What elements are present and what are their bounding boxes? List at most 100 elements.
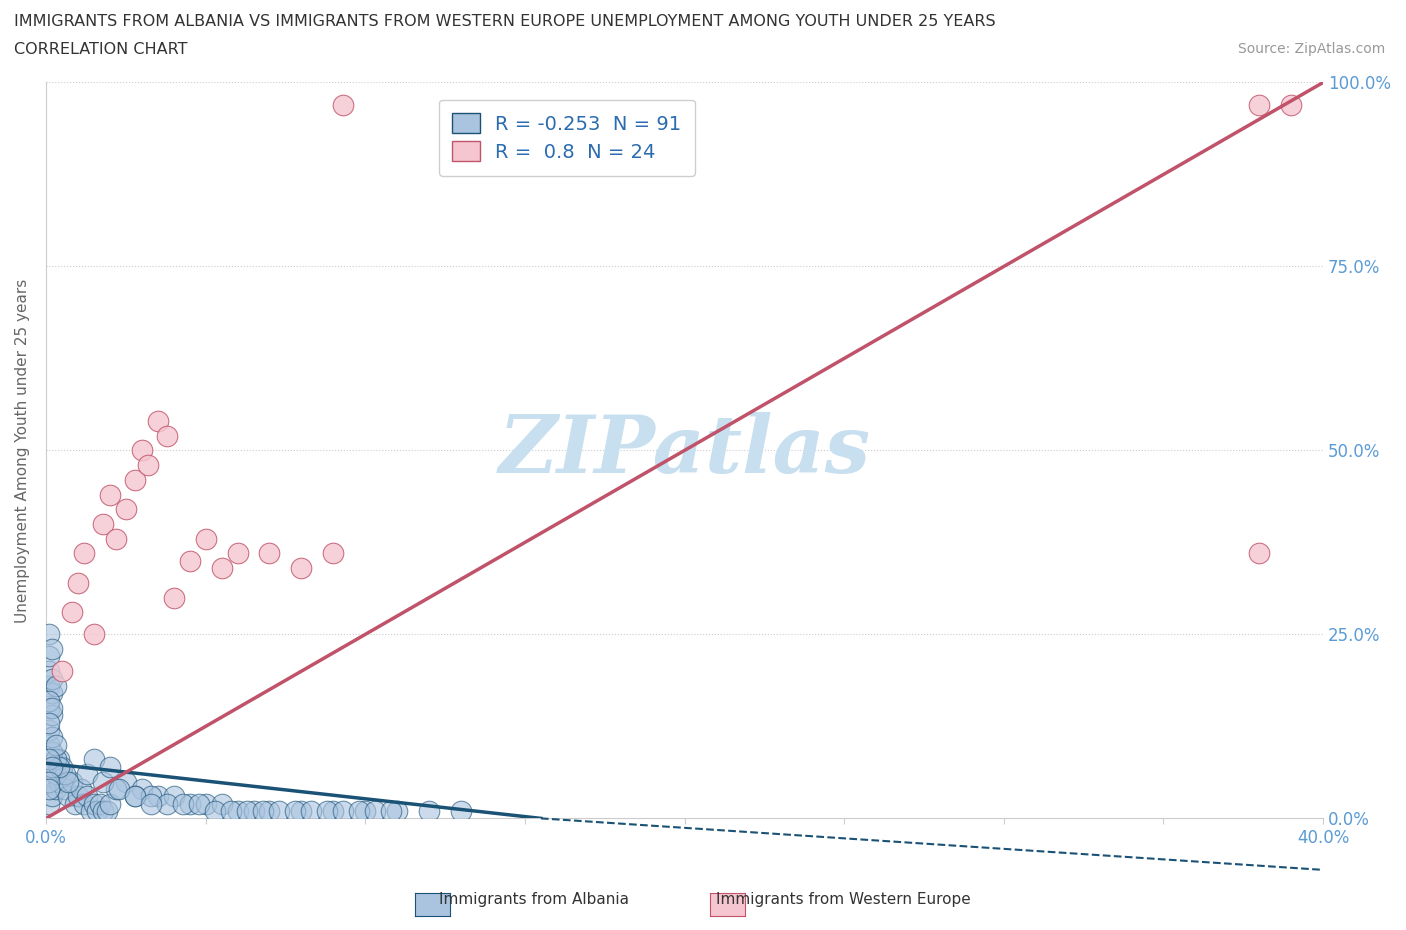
Point: [1249, 97, 1271, 112]
Point: [163, 591, 186, 605]
Point: [108, 781, 131, 796]
Point: [114, 502, 136, 517]
Point: [41, 760, 63, 775]
Point: [385, 804, 408, 818]
Point: [236, 804, 259, 818]
Point: [79, 804, 101, 818]
Point: [93, 516, 115, 531]
Point: [98, 760, 121, 775]
Point: [48, 760, 70, 775]
Point: [58, 789, 80, 804]
Point: [38, 700, 60, 715]
Point: [332, 804, 354, 818]
Point: [114, 774, 136, 789]
Point: [41, 642, 63, 657]
Point: [98, 796, 121, 811]
Point: [45, 781, 67, 796]
Point: [347, 804, 370, 818]
Point: [45, 766, 67, 781]
Point: [267, 804, 290, 818]
Text: ZIPatlas: ZIPatlas: [499, 412, 870, 489]
Point: [290, 561, 312, 576]
Point: [83, 627, 105, 642]
Text: Immigrants from Albania: Immigrants from Albania: [439, 892, 630, 907]
Point: [211, 561, 233, 576]
Point: [124, 789, 146, 804]
Point: [194, 531, 217, 546]
Text: Immigrants from Western Europe: Immigrants from Western Europe: [716, 892, 972, 907]
Point: [146, 789, 169, 804]
Point: [163, 789, 186, 804]
Point: [131, 781, 153, 796]
Point: [179, 553, 201, 568]
Point: [73, 796, 96, 811]
Point: [322, 546, 344, 561]
Point: [38, 781, 60, 796]
Point: [450, 804, 472, 818]
Point: [259, 546, 281, 561]
Point: [242, 804, 264, 818]
Point: [131, 443, 153, 458]
Point: [38, 796, 60, 811]
Point: [322, 804, 344, 818]
Point: [290, 804, 312, 818]
Point: [188, 796, 211, 811]
Point: [41, 730, 63, 745]
Point: [136, 458, 159, 472]
Point: [41, 708, 63, 723]
Point: [38, 627, 60, 642]
Point: [156, 796, 179, 811]
Point: [98, 487, 121, 502]
Point: [226, 804, 249, 818]
Point: [259, 804, 281, 818]
Point: [76, 789, 98, 804]
Point: [226, 546, 249, 561]
Point: [179, 796, 201, 811]
Point: [204, 804, 226, 818]
Point: [38, 774, 60, 789]
Point: [70, 781, 93, 796]
Point: [51, 664, 73, 679]
Point: [354, 804, 377, 818]
Point: [316, 804, 339, 818]
Point: [58, 774, 80, 789]
Point: [45, 752, 67, 767]
Point: [60, 774, 83, 789]
Point: [1249, 546, 1271, 561]
Point: [60, 604, 83, 619]
Text: IMMIGRANTS FROM ALBANIA VS IMMIGRANTS FROM WESTERN EUROPE UNEMPLOYMENT AMONG YOU: IMMIGRANTS FROM ALBANIA VS IMMIGRANTS FR…: [14, 14, 995, 29]
Point: [89, 796, 111, 811]
Legend: R = -0.253  N = 91, R =  0.8  N = 24: R = -0.253 N = 91, R = 0.8 N = 24: [439, 100, 695, 176]
Point: [66, 789, 89, 804]
Point: [41, 685, 63, 700]
Point: [1279, 97, 1302, 112]
Text: Source: ZipAtlas.com: Source: ZipAtlas.com: [1237, 42, 1385, 56]
Text: CORRELATION CHART: CORRELATION CHART: [14, 42, 187, 57]
Point: [156, 428, 179, 443]
Point: [146, 414, 169, 429]
Point: [76, 766, 98, 781]
Point: [93, 774, 115, 789]
Point: [93, 804, 115, 818]
Point: [252, 804, 274, 818]
Point: [45, 737, 67, 752]
Point: [86, 804, 108, 818]
Point: [172, 796, 194, 811]
Point: [51, 766, 73, 781]
Point: [105, 531, 128, 546]
Point: [41, 760, 63, 775]
Point: [284, 804, 307, 818]
Point: [332, 97, 354, 112]
Point: [53, 766, 76, 781]
Point: [45, 679, 67, 694]
Point: [96, 804, 118, 818]
Point: [380, 804, 402, 818]
Point: [41, 700, 63, 715]
Point: [53, 781, 76, 796]
Y-axis label: Unemployment Among Youth under 25 years: Unemployment Among Youth under 25 years: [15, 278, 30, 622]
Point: [51, 760, 73, 775]
Point: [194, 796, 217, 811]
Point: [41, 789, 63, 804]
Point: [41, 745, 63, 760]
Point: [299, 804, 322, 818]
